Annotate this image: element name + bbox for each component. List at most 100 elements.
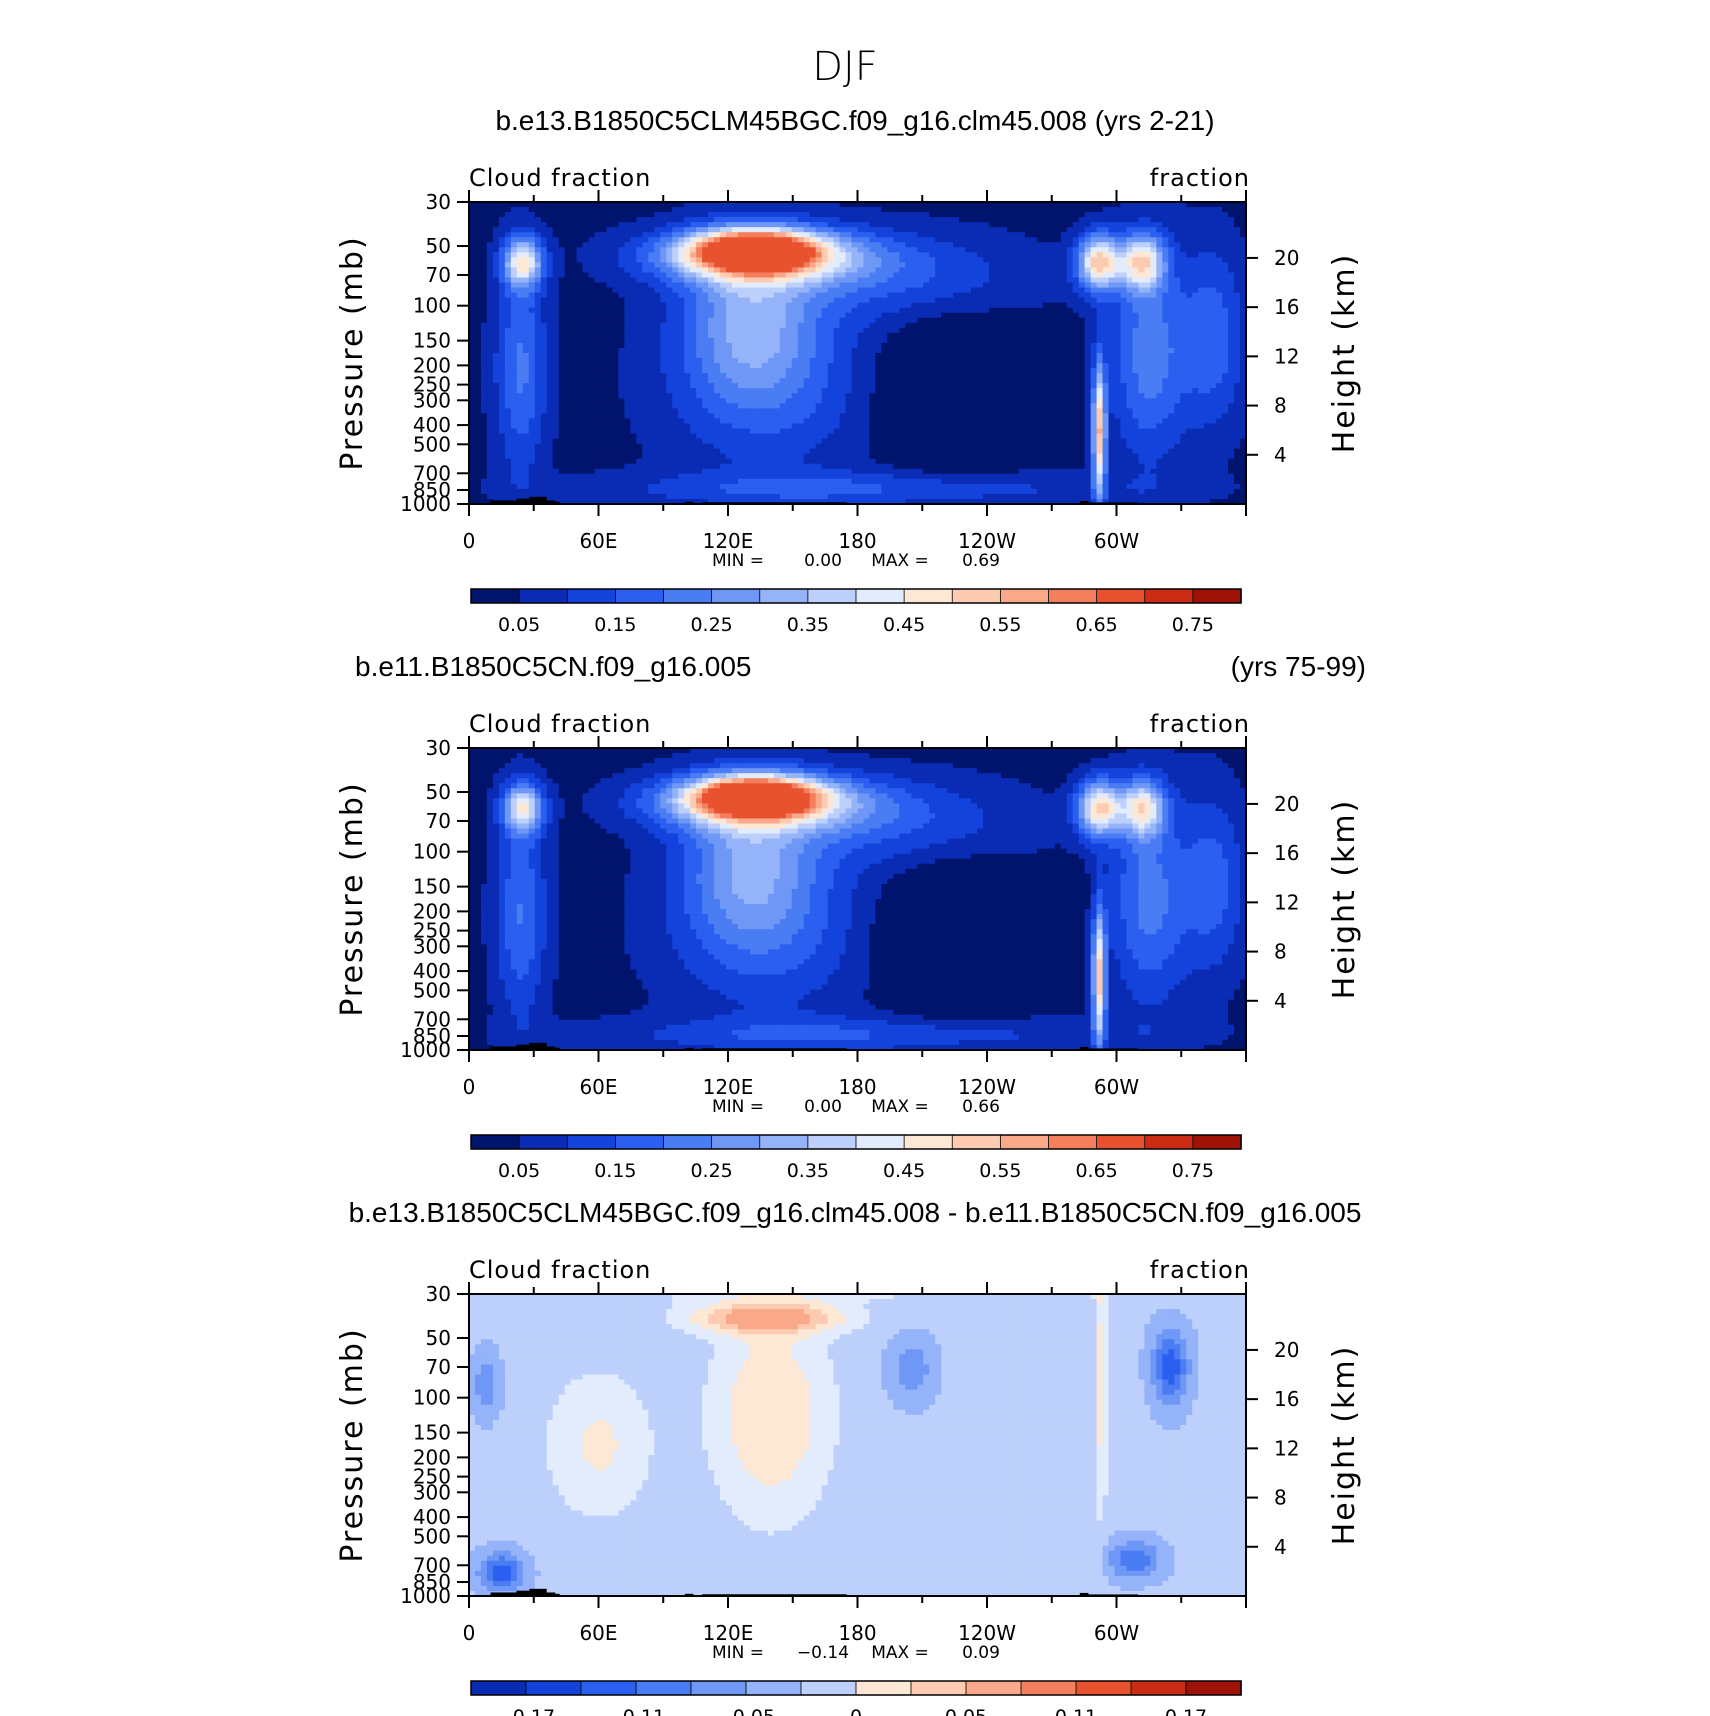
panel-3: b.e13.B1850C5CLM45BGC.f09_g16.clm45.008 … bbox=[335, 1197, 1362, 1716]
y-axis-right: 20 16 12 8 4 bbox=[1246, 246, 1299, 467]
colorbar-box bbox=[903, 1134, 953, 1150]
panel-2: b.e11.B1850C5CN.f09_g16.005 (yrs 75-99) Cl… bbox=[335, 651, 1366, 1182]
contour-field bbox=[469, 1294, 1246, 1596]
y-tick-label: 300 bbox=[413, 934, 451, 958]
y-tick-label: 30 bbox=[426, 736, 451, 760]
colorbar-box bbox=[1192, 1134, 1242, 1150]
colorbar-box bbox=[855, 1134, 905, 1150]
y-tick-label: 850 bbox=[413, 1570, 451, 1594]
min-label: MIN = bbox=[712, 1097, 764, 1117]
max-value: 0.69 bbox=[962, 551, 1000, 571]
colorbar-box bbox=[635, 1680, 692, 1696]
colorbar-box bbox=[999, 1134, 1050, 1150]
y-tick-label: 300 bbox=[413, 1480, 451, 1504]
topography-mask bbox=[1079, 1592, 1089, 1596]
topography-mask bbox=[555, 1593, 560, 1596]
figure-title: DJF bbox=[812, 44, 878, 90]
min-label: MIN = bbox=[712, 1643, 764, 1663]
y-tick-label: 70 bbox=[426, 1355, 451, 1379]
colorbar-box bbox=[470, 1680, 527, 1696]
y-tick-label: 200 bbox=[413, 899, 451, 923]
height-tick-label: 8 bbox=[1274, 940, 1287, 964]
colorbar-tick-label: 0 bbox=[850, 1706, 862, 1716]
colorbar-box bbox=[999, 588, 1050, 604]
colorbar-box bbox=[663, 1134, 713, 1150]
topography-mask bbox=[529, 496, 547, 504]
y-tick-label: 500 bbox=[413, 432, 451, 456]
colorbar-tick-label: 0.75 bbox=[1172, 1160, 1214, 1182]
variable-label: Cloud fraction bbox=[469, 164, 651, 192]
height-tick-label: 12 bbox=[1274, 1436, 1299, 1460]
topography-mask bbox=[529, 1588, 547, 1596]
colorbar-tick-label: 0.05 bbox=[498, 1160, 540, 1182]
min-max-labels: MIN = 0.00 MAX = 0.66 bbox=[712, 1097, 1000, 1117]
height-tick-label: 16 bbox=[1274, 1387, 1299, 1411]
y-axis-right: 20 16 12 8 4 bbox=[1246, 1338, 1299, 1559]
colorbar-tick-label: 0.15 bbox=[594, 614, 636, 636]
colorbar-tick-label: 0.11 bbox=[1055, 1706, 1097, 1716]
colorbar-tick-label: 0.25 bbox=[690, 1160, 732, 1182]
colorbar-box bbox=[1096, 588, 1146, 604]
x-tick-label: 60W bbox=[1094, 1621, 1139, 1645]
colorbar-box bbox=[759, 588, 809, 604]
x-tick-label: 120W bbox=[958, 529, 1016, 553]
colorbar-box bbox=[1144, 588, 1194, 604]
y-tick-label: 700 bbox=[413, 1553, 451, 1577]
colorbar-tick-label: −0.17 bbox=[497, 1706, 555, 1716]
colorbar-box bbox=[1020, 1680, 1077, 1696]
min-value: −0.14 bbox=[797, 1643, 849, 1663]
y-tick-label: 850 bbox=[413, 478, 451, 502]
panel-title: b.e13.B1850C5CLM45BGC.f09_g16.clm45.008 … bbox=[495, 105, 1214, 136]
colorbar-box bbox=[614, 588, 665, 604]
y-axis-title: Pressure (mb) bbox=[335, 1327, 370, 1562]
min-max-labels: MIN = 0.00 MAX = 0.69 bbox=[712, 551, 1000, 571]
colorbar-box bbox=[711, 1134, 761, 1150]
y-tick-label: 30 bbox=[426, 190, 451, 214]
colorbar-box bbox=[518, 588, 568, 604]
panel-1: b.e13.B1850C5CLM45BGC.f09_g16.clm45.008 … bbox=[335, 105, 1362, 636]
colorbar-box bbox=[1192, 588, 1242, 604]
colorbar-box bbox=[566, 588, 617, 604]
y-tick-label: 700 bbox=[413, 461, 451, 485]
colorbar-box bbox=[951, 588, 1002, 604]
x-tick-label: 180 bbox=[838, 1621, 876, 1645]
colorbar: 0.05 0.15 0.25 0.35 0.45 0.55 0.65 0.75 bbox=[470, 588, 1242, 636]
y-tick-label: 500 bbox=[413, 1524, 451, 1548]
y-tick-label: 200 bbox=[413, 1445, 451, 1469]
colorbar-box bbox=[903, 588, 953, 604]
height-tick-label: 8 bbox=[1274, 394, 1287, 418]
topography-mask bbox=[529, 1042, 547, 1050]
topography-mask bbox=[1079, 500, 1089, 504]
y-tick-label: 100 bbox=[413, 294, 451, 318]
colorbar-box bbox=[807, 588, 857, 604]
x-tick-label: 0 bbox=[463, 529, 476, 553]
y-tick-label: 250 bbox=[413, 919, 451, 943]
colorbar-box bbox=[759, 1134, 809, 1150]
y-tick-label: 150 bbox=[413, 329, 451, 353]
variable-label: Cloud fraction bbox=[469, 1256, 651, 1284]
colorbar-box bbox=[855, 588, 905, 604]
colorbar-box bbox=[690, 1680, 747, 1696]
y-tick-label: 100 bbox=[413, 1386, 451, 1410]
colorbar-tick-label: 0.45 bbox=[883, 1160, 925, 1182]
colorbar-tick-label: 0.45 bbox=[883, 614, 925, 636]
colorbar-box bbox=[711, 588, 761, 604]
colorbar-tick-label: 0.65 bbox=[1075, 1160, 1117, 1182]
y-tick-label: 250 bbox=[413, 1465, 451, 1489]
height-tick-label: 20 bbox=[1274, 1338, 1299, 1362]
y-tick-label: 400 bbox=[413, 959, 451, 983]
variable-label: Cloud fraction bbox=[469, 710, 651, 738]
colorbar-box bbox=[855, 1680, 912, 1696]
x-tick-label: 60W bbox=[1094, 1075, 1139, 1099]
colorbar-tick-label: 0.55 bbox=[979, 614, 1021, 636]
colorbar-box bbox=[745, 1680, 802, 1696]
y-axis-title: Pressure (mb) bbox=[335, 235, 370, 470]
x-tick-label: 60E bbox=[579, 1075, 617, 1099]
colorbar-box bbox=[965, 1680, 1022, 1696]
topography-mask bbox=[516, 1044, 530, 1050]
colorbar-tick-label: −0.11 bbox=[607, 1706, 665, 1716]
colorbar-tick-label: 0.25 bbox=[690, 614, 732, 636]
